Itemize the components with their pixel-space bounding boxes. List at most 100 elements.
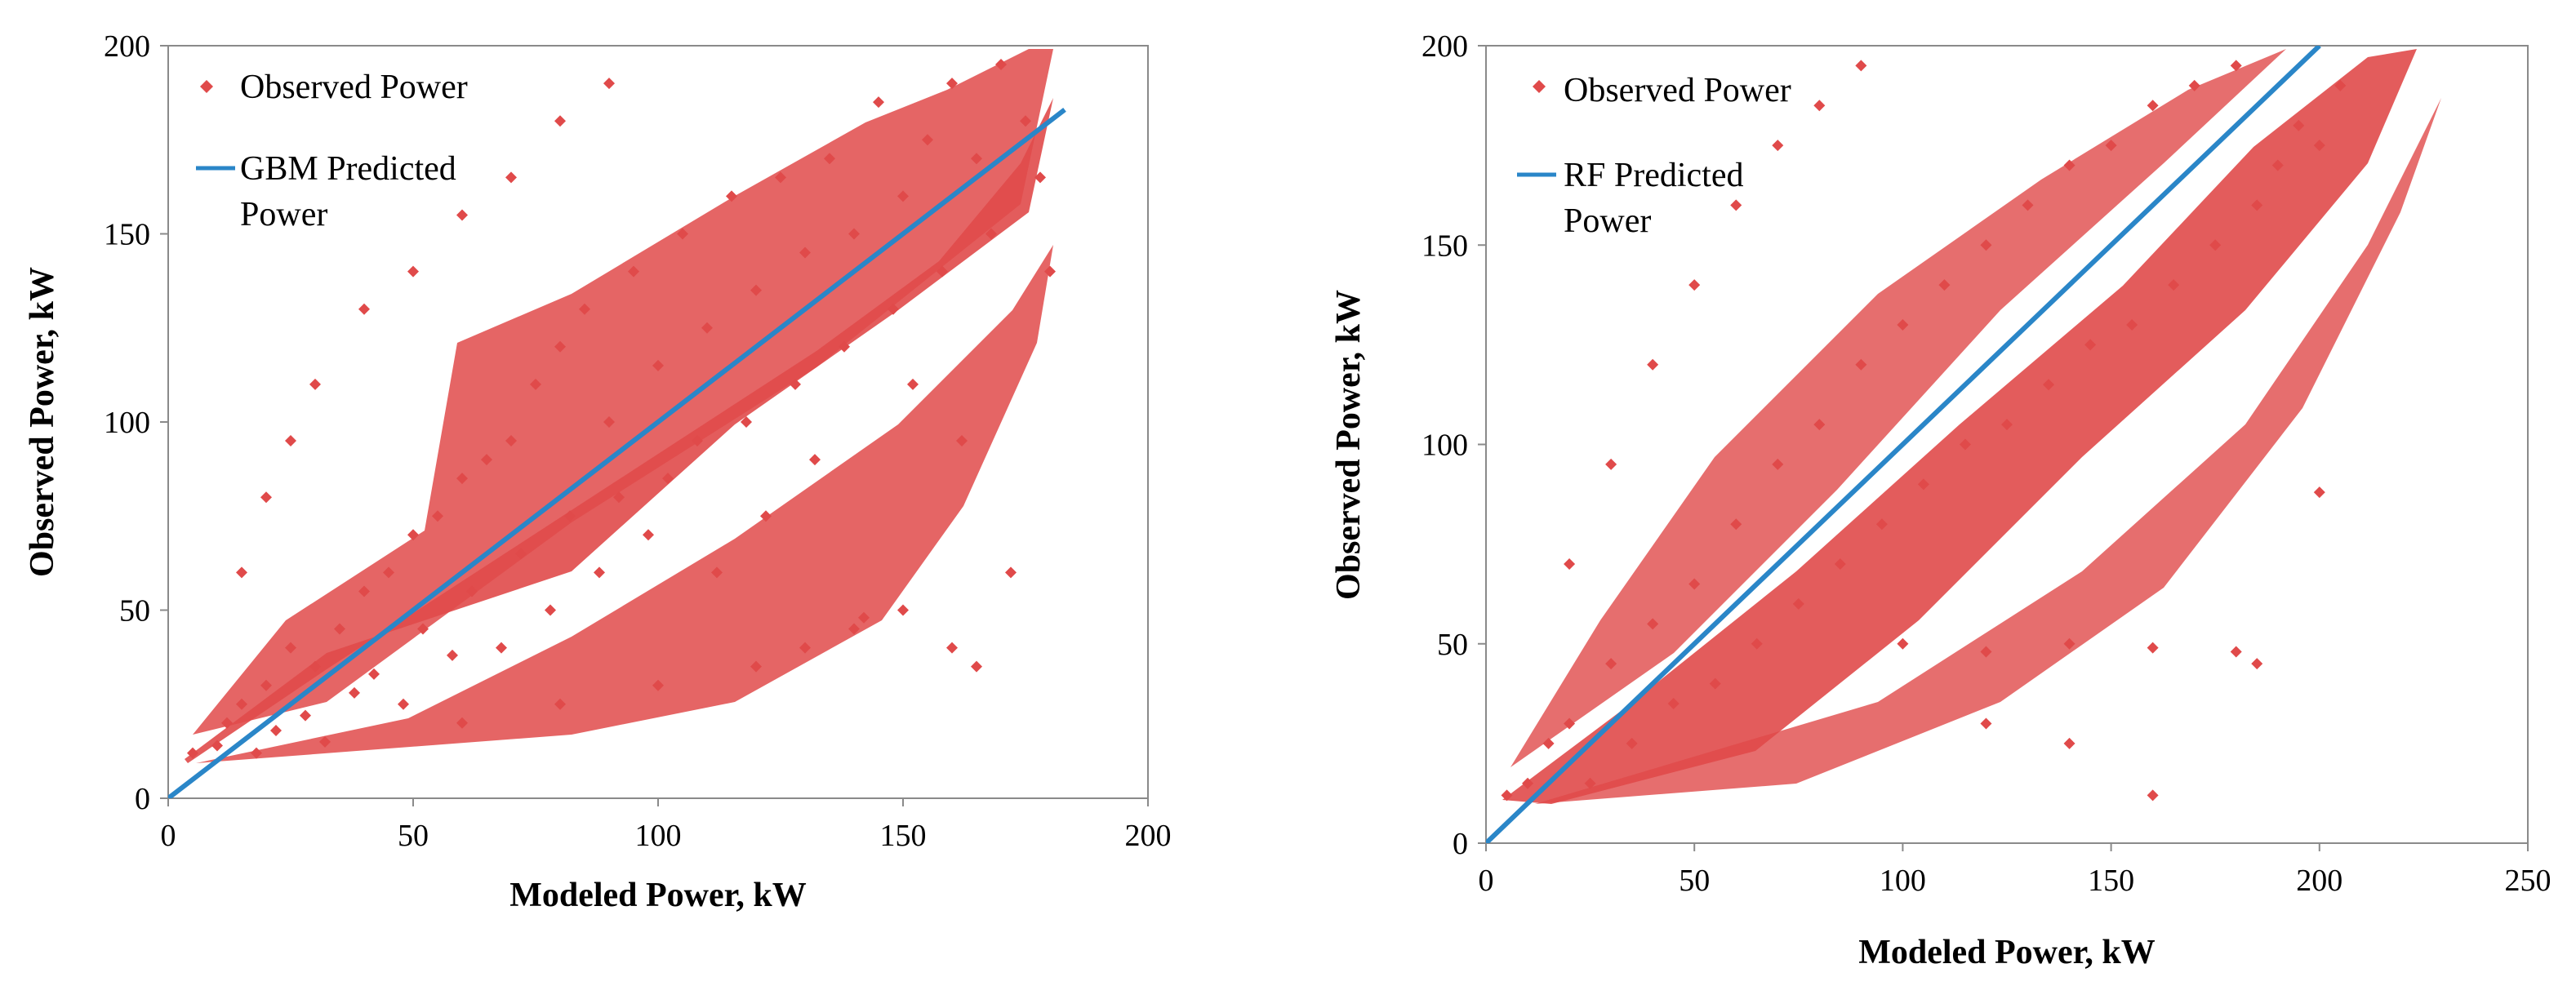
scatter-point: [251, 747, 262, 759]
x-axis-label: Modeled Power, kW: [1858, 934, 2156, 971]
scatter-point: [1020, 115, 1031, 127]
x-tick-label: 100: [1880, 864, 1926, 898]
x-tick-label: 200: [2296, 864, 2342, 898]
legend-label-gbm: GBM Predicted Power: [240, 150, 465, 233]
y-axis-label: Observed Power, kW: [1330, 290, 1368, 600]
scatter-point: [1034, 171, 1046, 184]
scatter-point: [956, 435, 968, 447]
scatter-point: [1542, 737, 1555, 749]
scatter-point: [1897, 637, 1909, 650]
scatter-point: [2209, 239, 2222, 251]
scatter-point: [456, 209, 468, 221]
scatter-point: [1564, 558, 1576, 571]
scatter-point: [677, 228, 688, 240]
scatter-point: [750, 284, 762, 296]
x-tick-label: 250: [2505, 864, 2552, 898]
scatter-point: [1647, 358, 1659, 371]
x-axis-ticks: 0 50 100 150 200 250: [1479, 843, 2552, 898]
scatter-point: [2271, 159, 2284, 171]
scatter-point: [2313, 486, 2325, 499]
scatter-point: [2022, 199, 2034, 211]
scatter-point: [971, 153, 982, 165]
scatter-point: [662, 473, 674, 485]
legend-marker-diamond: [1533, 80, 1546, 93]
scatter-point: [790, 378, 801, 390]
scatter-point: [285, 642, 296, 654]
cloud-layer: [1486, 46, 2441, 843]
rf-fit-line: [1486, 46, 2321, 843]
scatter-point: [1584, 777, 1596, 789]
scatter-point: [824, 153, 835, 165]
scatter-point: [447, 649, 458, 661]
scatter-point: [1875, 518, 1888, 531]
scatter-point: [946, 78, 958, 90]
x-tick-label: 100: [635, 819, 682, 853]
scatter-series-observed: [1501, 60, 2347, 802]
y-axis-label: Observed Power, kW: [24, 267, 61, 577]
scatter-point: [334, 623, 345, 635]
legend-marker-diamond: [200, 80, 213, 93]
scatter-point: [260, 679, 272, 691]
x-tick-label: 50: [398, 819, 429, 853]
scatter-point: [985, 228, 997, 240]
scatter-point: [1980, 239, 1992, 251]
scatter-point: [417, 623, 429, 635]
y-axis-ticks: 0 50 100 150 200: [1421, 29, 1486, 861]
y-tick-label: 50: [119, 594, 150, 628]
scatter-point: [300, 709, 311, 722]
scatter-point: [1709, 677, 1721, 690]
scatter-point: [922, 134, 933, 146]
scatter-point: [1938, 279, 1951, 291]
scatter-point: [2313, 140, 2325, 152]
scatter-point: [466, 585, 478, 597]
scatter-point: [456, 717, 468, 729]
scatter-point: [2063, 737, 2075, 749]
scatter-point: [971, 660, 982, 673]
scatter-point: [1834, 558, 1846, 571]
scatter-point: [2293, 119, 2305, 131]
scatter-point: [236, 698, 247, 710]
scatter-point: [236, 566, 247, 579]
density-cloud-dense: [1502, 49, 2417, 804]
scatter-point: [799, 642, 811, 654]
scatter-point: [1501, 789, 1513, 802]
scatter-series-observed: [187, 59, 1056, 759]
scatter-point: [505, 171, 517, 184]
scatter-point: [554, 340, 566, 353]
y-tick-label: 100: [1421, 429, 1468, 463]
cloud-layer: [168, 49, 1066, 798]
x-tick-label: 0: [1479, 864, 1494, 898]
x-axis-ticks: 0 50 100 150 200: [161, 798, 1172, 853]
scatter-point: [1564, 717, 1576, 730]
scatter-point: [1005, 566, 1017, 579]
scatter-point: [545, 604, 556, 616]
scatter-point: [652, 359, 664, 371]
scatter-point: [775, 171, 786, 184]
scatter-point: [505, 435, 517, 447]
scatter-point: [1647, 618, 1659, 630]
legend: Observed Power GBM Predicted Power: [196, 69, 468, 233]
scatter-point: [349, 686, 360, 699]
scatter-point: [848, 623, 860, 635]
scatter-point: [515, 548, 527, 560]
scatter-point: [1605, 658, 1617, 670]
x-tick-label: 50: [1679, 864, 1710, 898]
scatter-point: [2230, 60, 2242, 72]
scatter-point: [221, 717, 233, 729]
scatter-point: [839, 340, 850, 353]
scatter-point: [2147, 642, 2159, 654]
x-tick-label: 150: [2088, 864, 2134, 898]
density-cloud-lower: [196, 245, 1053, 763]
scatter-point: [481, 454, 492, 466]
density-cloud-upper: [1510, 49, 2286, 767]
scatter-point: [1917, 478, 1929, 491]
scatter-point: [358, 585, 370, 597]
x-tick-label: 200: [1125, 819, 1172, 853]
scatter-point: [398, 698, 409, 710]
scatter-point: [1855, 60, 1867, 72]
scatter-point: [579, 303, 590, 315]
scatter-point: [1897, 318, 1909, 331]
scatter-point: [2334, 79, 2347, 91]
scatter-point: [1959, 438, 1971, 451]
